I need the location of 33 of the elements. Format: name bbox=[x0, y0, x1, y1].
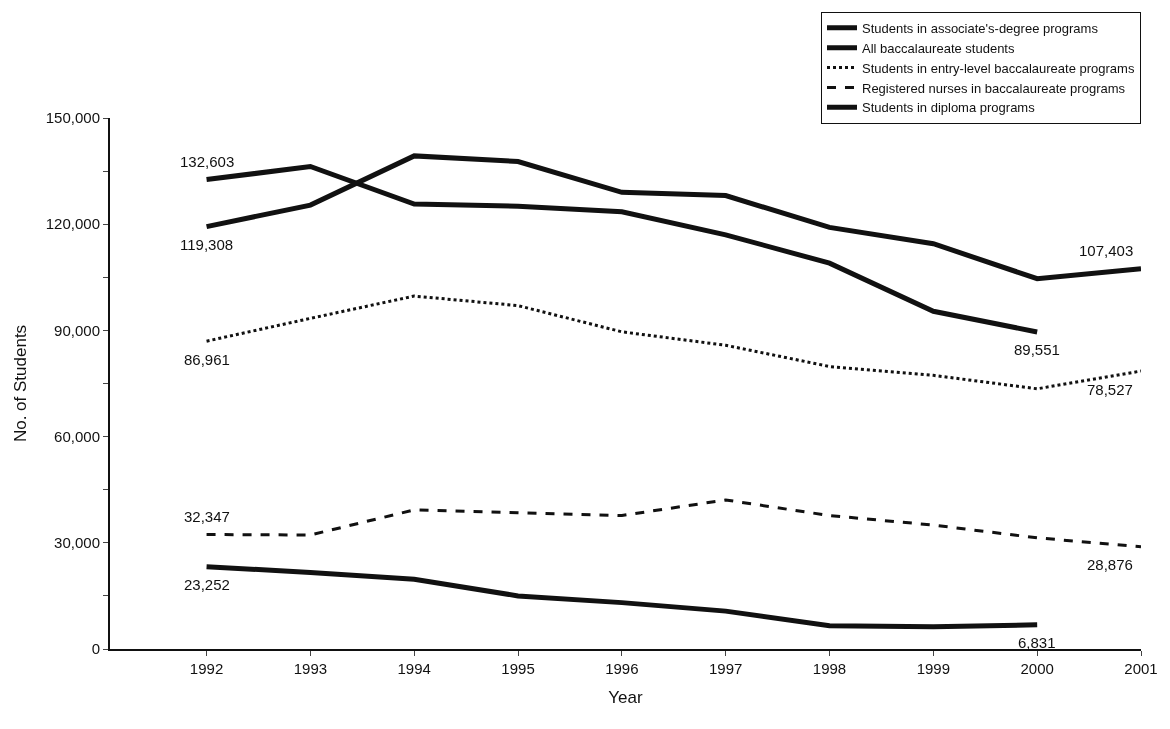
data-label: 6,831 bbox=[1018, 634, 1056, 651]
data-label: 78,527 bbox=[1087, 381, 1133, 398]
y-tick-label: 0 bbox=[91, 640, 100, 658]
x-axis-title: Year bbox=[608, 687, 644, 707]
data-label: 107,403 bbox=[1079, 242, 1134, 259]
y-tick-label: 120,000 bbox=[45, 215, 100, 233]
y-tick-label: 150,000 bbox=[45, 109, 100, 127]
data-label: 119,308 bbox=[180, 236, 234, 253]
x-tick-label: 1997 bbox=[709, 660, 743, 677]
legend-label: Students in associate's-degree programs bbox=[862, 20, 1099, 36]
x-tick-label: 1994 bbox=[397, 660, 431, 677]
x-tick-label: 1998 bbox=[812, 660, 847, 677]
x-tick-label: 1993 bbox=[293, 660, 328, 677]
data-label: 32,347 bbox=[184, 508, 230, 525]
y-tick-label: 90,000 bbox=[54, 321, 100, 339]
legend-label: All baccalaureate students bbox=[862, 40, 1015, 56]
x-tick-label: 2001 bbox=[1124, 660, 1158, 677]
y-axis-title: No. of Students bbox=[10, 324, 30, 443]
x-tick-label: 1999 bbox=[916, 660, 951, 677]
data-label: 89,551 bbox=[1014, 341, 1060, 358]
x-tick-label: 1995 bbox=[501, 660, 535, 677]
x-tick-label: 1996 bbox=[605, 660, 639, 677]
x-tick-label: 1992 bbox=[189, 660, 224, 677]
data-label: 23,252 bbox=[184, 576, 230, 593]
legend-label: Students in diploma programs bbox=[862, 100, 1036, 116]
y-tick-label: 60,000 bbox=[54, 427, 100, 445]
x-tick-label: 2000 bbox=[1020, 660, 1054, 677]
data-label: 132,603 bbox=[180, 153, 235, 170]
legend-label: Registered nurses in baccalaureate programs bbox=[862, 80, 1126, 96]
data-label: 86,961 bbox=[184, 351, 230, 368]
data-label: 28,876 bbox=[1087, 556, 1133, 573]
y-tick-label: 30,000 bbox=[54, 534, 100, 552]
legend-label: Students in entry-level baccalaureate programs bbox=[862, 60, 1135, 76]
